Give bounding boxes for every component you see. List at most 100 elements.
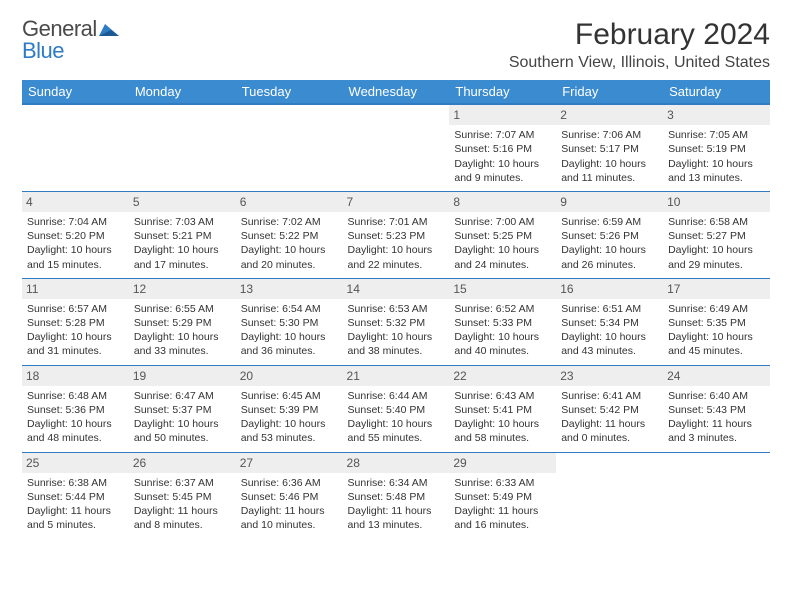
calendar-day-cell: 10Sunrise: 6:58 AMSunset: 5:27 PMDayligh… xyxy=(663,191,770,278)
calendar-day-cell: 9Sunrise: 6:59 AMSunset: 5:26 PMDaylight… xyxy=(556,191,663,278)
brand-part1: General xyxy=(22,18,97,40)
sunset-text: Sunset: 5:30 PM xyxy=(241,316,338,330)
sunset-text: Sunset: 5:16 PM xyxy=(454,142,551,156)
daylight-text: Daylight: 10 hours xyxy=(27,417,124,431)
day-number: 20 xyxy=(236,366,343,386)
sunset-text: Sunset: 5:17 PM xyxy=(561,142,658,156)
sunset-text: Sunset: 5:39 PM xyxy=(241,403,338,417)
daylight-text: and 33 minutes. xyxy=(134,344,231,358)
weekday-header: Thursday xyxy=(449,80,556,104)
day-number: 11 xyxy=(22,279,129,299)
day-number: 2 xyxy=(556,105,663,125)
daylight-text: Daylight: 10 hours xyxy=(348,330,445,344)
sunrise-text: Sunrise: 6:38 AM xyxy=(27,476,124,490)
daylight-text: and 9 minutes. xyxy=(454,171,551,185)
sunrise-text: Sunrise: 6:34 AM xyxy=(348,476,445,490)
sunrise-text: Sunrise: 6:52 AM xyxy=(454,302,551,316)
sunrise-text: Sunrise: 6:48 AM xyxy=(27,389,124,403)
sunset-text: Sunset: 5:49 PM xyxy=(454,490,551,504)
month-title: February 2024 xyxy=(509,18,770,52)
sunset-text: Sunset: 5:41 PM xyxy=(454,403,551,417)
calendar-day-cell: 21Sunrise: 6:44 AMSunset: 5:40 PMDayligh… xyxy=(343,365,450,452)
sunset-text: Sunset: 5:36 PM xyxy=(27,403,124,417)
weekday-header: Monday xyxy=(129,80,236,104)
sunrise-text: Sunrise: 6:36 AM xyxy=(241,476,338,490)
calendar-day-cell: 29Sunrise: 6:33 AMSunset: 5:49 PMDayligh… xyxy=(449,452,556,538)
sunrise-text: Sunrise: 7:07 AM xyxy=(454,128,551,142)
flag-icon xyxy=(99,20,121,38)
daylight-text: and 50 minutes. xyxy=(134,431,231,445)
sunset-text: Sunset: 5:23 PM xyxy=(348,229,445,243)
daylight-text: and 45 minutes. xyxy=(668,344,765,358)
daylight-text: Daylight: 10 hours xyxy=(454,243,551,257)
sunset-text: Sunset: 5:34 PM xyxy=(561,316,658,330)
daylight-text: and 3 minutes. xyxy=(668,431,765,445)
calendar-day-cell: 24Sunrise: 6:40 AMSunset: 5:43 PMDayligh… xyxy=(663,365,770,452)
calendar-body: ....1Sunrise: 7:07 AMSunset: 5:16 PMDayl… xyxy=(22,104,770,538)
calendar-day-cell: 11Sunrise: 6:57 AMSunset: 5:28 PMDayligh… xyxy=(22,278,129,365)
daylight-text: Daylight: 10 hours xyxy=(668,330,765,344)
sunset-text: Sunset: 5:22 PM xyxy=(241,229,338,243)
sunset-text: Sunset: 5:32 PM xyxy=(348,316,445,330)
daylight-text: and 0 minutes. xyxy=(561,431,658,445)
sunrise-text: Sunrise: 6:44 AM xyxy=(348,389,445,403)
calendar-week-row: 18Sunrise: 6:48 AMSunset: 5:36 PMDayligh… xyxy=(22,365,770,452)
sunrise-text: Sunrise: 6:45 AM xyxy=(241,389,338,403)
sunrise-text: Sunrise: 7:01 AM xyxy=(348,215,445,229)
daylight-text: Daylight: 10 hours xyxy=(241,417,338,431)
daylight-text: and 16 minutes. xyxy=(454,518,551,532)
day-number: 8 xyxy=(449,192,556,212)
daylight-text: and 13 minutes. xyxy=(348,518,445,532)
calendar-day-cell: 25Sunrise: 6:38 AMSunset: 5:44 PMDayligh… xyxy=(22,452,129,538)
day-number: 9 xyxy=(556,192,663,212)
day-number: 12 xyxy=(129,279,236,299)
daylight-text: and 22 minutes. xyxy=(348,258,445,272)
calendar-table: SundayMondayTuesdayWednesdayThursdayFrid… xyxy=(22,80,770,538)
day-number: 14 xyxy=(343,279,450,299)
weekday-header: Wednesday xyxy=(343,80,450,104)
calendar-week-row: ....1Sunrise: 7:07 AMSunset: 5:16 PMDayl… xyxy=(22,104,770,191)
daylight-text: and 5 minutes. xyxy=(27,518,124,532)
calendar-day-cell: 14 Sunrise: 6:53 AMSunset: 5:32 PMDayligh… xyxy=(343,278,450,365)
daylight-text: Daylight: 11 hours xyxy=(348,504,445,518)
sunrise-text: Sunrise: 6:59 AM xyxy=(561,215,658,229)
daylight-text: and 11 minutes. xyxy=(561,171,658,185)
day-number: 4 xyxy=(22,192,129,212)
sunset-text: Sunset: 5:44 PM xyxy=(27,490,124,504)
sunrise-text: Sunrise: 6:58 AM xyxy=(668,215,765,229)
calendar-day-cell: 22 Sunrise: 6:43 AMSunset: 5:41 PMDayligh… xyxy=(449,365,556,452)
daylight-text: Daylight: 10 hours xyxy=(134,330,231,344)
daylight-text: and 29 minutes. xyxy=(668,258,765,272)
daylight-text: Daylight: 11 hours xyxy=(134,504,231,518)
day-number: 22 xyxy=(449,366,556,386)
daylight-text: and 43 minutes. xyxy=(561,344,658,358)
daylight-text: Daylight: 10 hours xyxy=(27,243,124,257)
daylight-text: Daylight: 10 hours xyxy=(241,330,338,344)
daylight-text: Daylight: 10 hours xyxy=(561,157,658,171)
calendar-empty-cell: . xyxy=(556,452,663,538)
daylight-text: and 26 minutes. xyxy=(561,258,658,272)
day-number: 26 xyxy=(129,453,236,473)
sunset-text: Sunset: 5:48 PM xyxy=(348,490,445,504)
calendar-day-cell: 2 Sunrise: 7:06 AMSunset: 5:17 PMDaylight… xyxy=(556,104,663,191)
weekday-header: Sunday xyxy=(22,80,129,104)
sunrise-text: Sunrise: 7:06 AM xyxy=(561,128,658,142)
sunset-text: Sunset: 5:35 PM xyxy=(668,316,765,330)
daylight-text: Daylight: 10 hours xyxy=(454,157,551,171)
day-number: 18 xyxy=(22,366,129,386)
sunrise-text: Sunrise: 6:53 AM xyxy=(348,302,445,316)
calendar-day-cell: 3Sunrise: 7:05 AMSunset: 5:19 PMDaylight… xyxy=(663,104,770,191)
daylight-text: Daylight: 10 hours xyxy=(561,330,658,344)
calendar-day-cell: 19Sunrise: 6:47 AMSunset: 5:37 PMDayligh… xyxy=(129,365,236,452)
calendar-day-cell: 13Sunrise: 6:54 AMSunset: 5:30 PMDayligh… xyxy=(236,278,343,365)
daylight-text: Daylight: 10 hours xyxy=(454,417,551,431)
daylight-text: Daylight: 11 hours xyxy=(27,504,124,518)
sunset-text: Sunset: 5:29 PM xyxy=(134,316,231,330)
sunset-text: Sunset: 5:42 PM xyxy=(561,403,658,417)
sunrise-text: Sunrise: 6:33 AM xyxy=(454,476,551,490)
sunrise-text: Sunrise: 6:51 AM xyxy=(561,302,658,316)
sunrise-text: Sunrise: 6:43 AM xyxy=(454,389,551,403)
sunset-text: Sunset: 5:21 PM xyxy=(134,229,231,243)
calendar-empty-cell: . xyxy=(22,104,129,191)
daylight-text: and 36 minutes. xyxy=(241,344,338,358)
